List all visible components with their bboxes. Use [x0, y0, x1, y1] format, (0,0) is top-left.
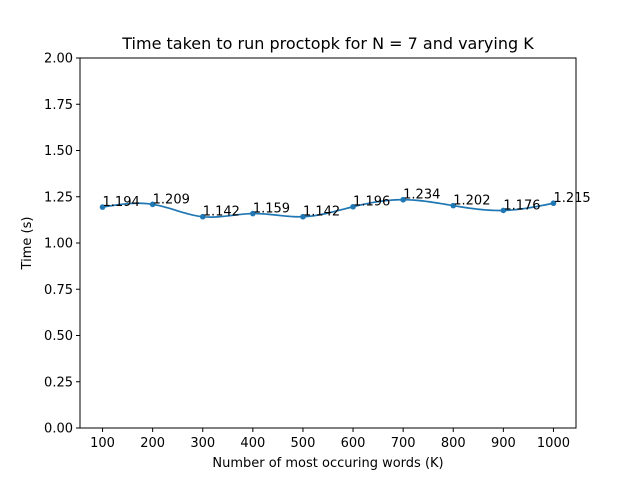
- data-label: 1.202: [453, 194, 490, 209]
- x-tick-label: 200: [140, 436, 165, 451]
- data-point: [450, 202, 457, 209]
- y-tick-label: 0.50: [44, 329, 73, 344]
- y-tick-label: 2.00: [44, 52, 73, 67]
- x-axis: 100 200 300 400 500 600 700 800 900 1000: [90, 428, 570, 451]
- data-point: [99, 204, 106, 210]
- x-tick-label: 400: [240, 436, 265, 451]
- data-label: 1.234: [403, 188, 440, 203]
- data-point: [500, 207, 507, 214]
- data-label: 1.159: [253, 202, 290, 217]
- series-line: [102, 198, 554, 218]
- data-label: 1.209: [153, 192, 190, 207]
- y-tick-label: 1.00: [44, 237, 73, 252]
- x-tick-label: 700: [391, 436, 416, 451]
- y-tick-label: 0.75: [44, 283, 73, 298]
- data-point: [199, 213, 206, 220]
- y-axis-label: Time (s): [20, 217, 35, 271]
- x-tick-label: 600: [341, 436, 366, 451]
- data-label: 1.215: [553, 191, 590, 206]
- chart-title: Time taken to run proctopk for N = 7 and…: [121, 34, 534, 53]
- data-point: [400, 196, 406, 203]
- x-tick-label: 800: [441, 436, 466, 451]
- x-tick-label: 1000: [537, 436, 570, 451]
- y-tick-label: 1.50: [44, 144, 73, 159]
- y-axis: 0.00 0.25 0.50 0.75 1.00 1.25 1.50 1.75 2.00: [44, 52, 80, 437]
- data-point: [350, 203, 356, 210]
- data-label: 1.142: [303, 205, 340, 220]
- y-tick-label: 1.75: [44, 98, 73, 113]
- y-tick-label: 1.25: [44, 190, 73, 205]
- data-point: [149, 201, 156, 208]
- x-tick-label: 300: [190, 436, 215, 451]
- data-label: 1.176: [503, 198, 540, 213]
- data-point: [300, 213, 306, 220]
- y-tick-label: 0.25: [44, 375, 73, 390]
- x-axis-label: Number of most occuring words (K): [212, 456, 443, 471]
- data-point: [250, 210, 256, 217]
- x-tick-label: 500: [291, 436, 316, 451]
- plot-area: [79, 57, 577, 429]
- data-points: [99, 196, 557, 220]
- y-tick-label: 0.00: [44, 422, 73, 437]
- data-label: 1.142: [203, 205, 240, 220]
- x-tick-label: 100: [90, 436, 115, 451]
- data-point: [550, 200, 557, 207]
- data-label: 1.194: [103, 195, 140, 210]
- data-label: 1.196: [353, 195, 390, 210]
- x-tick-label: 900: [491, 436, 516, 451]
- data-labels: 1.194 1.209 1.142 1.159 1.142 1.196 1.234 1.202…: [103, 188, 591, 220]
